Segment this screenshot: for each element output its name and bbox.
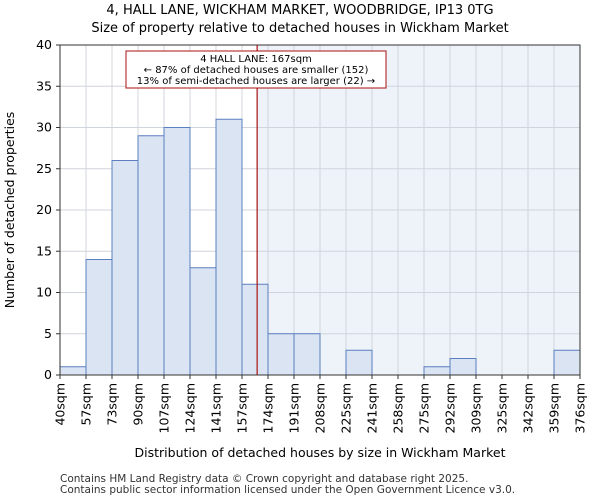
x-tick-label: 359sqm	[547, 383, 562, 433]
chart-title: 4, HALL LANE, WICKHAM MARKET, WOODBRIDGE…	[106, 3, 494, 18]
histogram-bar	[423, 366, 451, 376]
y-tick-label: 10	[36, 285, 52, 300]
y-axis-label: Number of detached properties	[2, 112, 17, 309]
chart-subtitle: Size of property relative to detached ho…	[91, 21, 509, 36]
x-tick-label: 208sqm	[313, 383, 328, 433]
histogram-bar	[449, 358, 477, 376]
histogram-bar	[293, 333, 321, 376]
histogram-bar	[59, 366, 87, 376]
x-tick-label: 292sqm	[443, 383, 458, 433]
footer-licence: Contains public sector information licen…	[60, 484, 516, 496]
y-tick-label: 0	[44, 367, 52, 382]
histogram-bar	[137, 135, 165, 376]
y-tick-label: 30	[36, 120, 52, 135]
x-tick-label: 107sqm	[157, 383, 172, 433]
y-tick-label: 15	[36, 243, 52, 258]
x-tick-label: 90sqm	[131, 383, 146, 426]
x-tick-label: 325sqm	[495, 383, 510, 433]
histogram-bar	[345, 349, 373, 376]
x-tick-label: 124sqm	[183, 383, 198, 433]
histogram-bar	[267, 333, 295, 376]
x-tick-label: 141sqm	[209, 383, 224, 433]
x-tick-label: 225sqm	[339, 383, 354, 433]
histogram-bar	[85, 259, 113, 376]
y-tick-label: 5	[44, 326, 52, 341]
histogram-bar	[215, 118, 243, 376]
x-tick-label: 342sqm	[521, 383, 536, 433]
x-tick-label: 191sqm	[287, 383, 302, 433]
x-tick-label: 73sqm	[105, 383, 120, 426]
x-tick-label: 57sqm	[79, 383, 94, 426]
histogram-bar	[111, 160, 139, 376]
x-tick-label: 258sqm	[391, 383, 406, 433]
y-tick-label: 35	[36, 78, 52, 93]
x-tick-label: 241sqm	[365, 383, 380, 433]
annotation-title: 4 HALL LANE: 167sqm	[200, 54, 312, 65]
y-tick-label: 25	[36, 161, 52, 176]
x-tick-label: 40sqm	[53, 383, 68, 426]
x-axis-label: Distribution of detached houses by size …	[135, 445, 506, 460]
x-tick-label: 174sqm	[261, 383, 276, 433]
x-tick-label: 157sqm	[235, 383, 250, 433]
annotation-smaller: ← 87% of detached houses are smaller (15…	[144, 65, 369, 76]
annotation-larger: 13% of semi-detached houses are larger (…	[137, 76, 375, 87]
x-tick-label: 376sqm	[573, 383, 588, 433]
y-tick-label: 40	[36, 37, 52, 52]
histogram-bar	[163, 127, 191, 376]
x-tick-label: 275sqm	[417, 383, 432, 433]
x-tick-label: 309sqm	[469, 383, 484, 433]
histogram-bar	[241, 283, 269, 376]
histogram-bar	[553, 349, 581, 376]
y-tick-label: 20	[36, 202, 52, 217]
annotation-box	[125, 50, 387, 89]
footer-copyright: Contains HM Land Registry data © Crown c…	[60, 473, 469, 485]
histogram-bar	[189, 267, 217, 376]
